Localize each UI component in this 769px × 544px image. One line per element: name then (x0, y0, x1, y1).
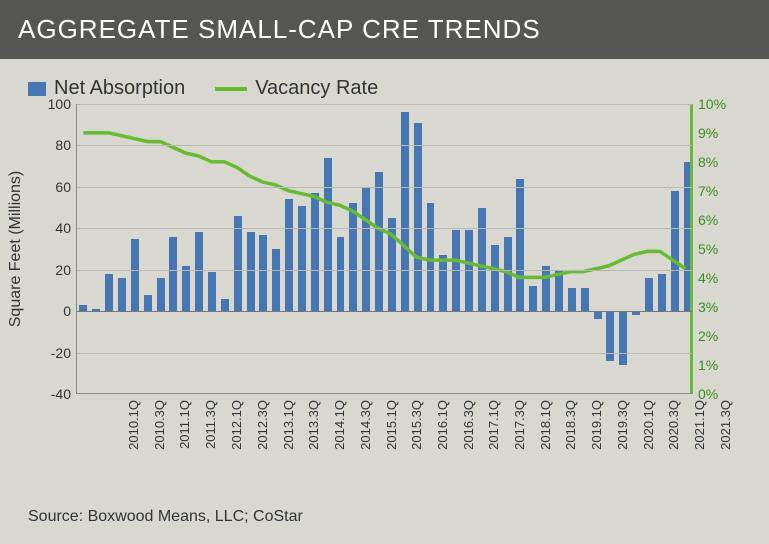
y2-tick-label: 6% (692, 212, 718, 228)
x-tick-label: 2019.3Q (615, 400, 630, 450)
x-tick-label: 2014.1Q (332, 400, 347, 450)
line-layer (77, 104, 692, 393)
x-tick-label: 2013.1Q (281, 400, 296, 450)
grid-line (77, 270, 692, 271)
grid-line (77, 228, 692, 229)
y1-tick-label: 60 (55, 179, 77, 195)
grid-line (77, 353, 692, 354)
x-tick-label: 2018.1Q (538, 400, 553, 450)
y2-tick-label: 8% (692, 154, 718, 170)
legend-item-vacancy-rate: Vacancy Rate (215, 77, 378, 100)
legend-swatch-line (215, 87, 247, 91)
x-tick-label: 2018.3Q (563, 400, 578, 450)
grid-line (77, 145, 692, 146)
x-tick-label: 2021.3Q (718, 400, 733, 450)
y2-tick-label: 5% (692, 241, 718, 257)
y1-tick-label: 100 (48, 96, 77, 112)
y1-tick-label: 80 (55, 137, 77, 153)
y1-tick-label: -40 (51, 386, 77, 402)
legend-label-vacancy-rate: Vacancy Rate (255, 77, 378, 100)
x-tick-label: 2019.1Q (589, 400, 604, 450)
x-tick-label: 2011.3Q (202, 400, 217, 449)
x-tick-label: 2010.1Q (126, 400, 141, 450)
zero-line (77, 311, 692, 312)
vacancy-line (83, 133, 685, 278)
grid-line (77, 104, 692, 105)
y2-tick-label: 2% (692, 328, 718, 344)
grid-line (77, 187, 692, 188)
x-tick-label: 2015.3Q (409, 400, 424, 450)
y2-tick-label: 4% (692, 270, 718, 286)
x-tick-label: 2020.3Q (666, 400, 681, 450)
y1-tick-label: 20 (55, 262, 77, 278)
x-tick-label: 2021.1Q (692, 400, 707, 450)
legend: Net Absorption Vacancy Rate (0, 59, 769, 104)
x-tick-label: 2013.3Q (306, 400, 321, 450)
plot-region: -40-200204060801000%1%2%3%4%5%6%7%8%9%10… (76, 104, 693, 394)
chart-title: AGGREGATE SMALL-CAP CRE TRENDS (18, 14, 751, 45)
y2-tick-label: 9% (692, 125, 718, 141)
y1-axis-label: Square Feet (Millions) (7, 171, 25, 328)
y2-tick-label: 3% (692, 299, 718, 315)
legend-swatch-bar (28, 82, 46, 96)
x-tick-label: 2016.3Q (461, 400, 476, 450)
x-tick-label: 2012.1Q (229, 400, 244, 450)
x-tick-label: 2015.1Q (383, 400, 398, 450)
y1-tick-label: 0 (63, 303, 77, 319)
chart: Square Feet (Millions) -40-2002040608010… (28, 104, 741, 394)
y2-tick-label: 1% (692, 357, 718, 373)
x-tick-label: 2012.3Q (255, 400, 270, 450)
x-tick-label: 2011.1Q (177, 400, 192, 449)
chart-area: Square Feet (Millions) -40-2002040608010… (0, 104, 769, 394)
y1-tick-label: -20 (51, 345, 77, 361)
x-ticks: 2010.1Q 2010.3Q 2011.1Q 2011.3Q 2012.1Q 2012.… (76, 402, 693, 522)
y1-tick-label: 40 (55, 220, 77, 236)
x-tick-label: 2016.1Q (435, 400, 450, 450)
x-tick-label: 2020.1Q (640, 400, 655, 450)
chart-header: AGGREGATE SMALL-CAP CRE TRENDS (0, 0, 769, 59)
source-citation: Source: Boxwood Means, LLC; CoStar (28, 508, 303, 526)
y2-tick-label: 10% (692, 96, 726, 112)
x-tick-label: 2010.3Q (152, 400, 167, 450)
x-tick-label: 2017.3Q (512, 400, 527, 450)
x-tick-label: 2017.1Q (486, 400, 501, 450)
y2-tick-label: 7% (692, 183, 718, 199)
x-tick-label: 2014.3Q (358, 400, 373, 450)
